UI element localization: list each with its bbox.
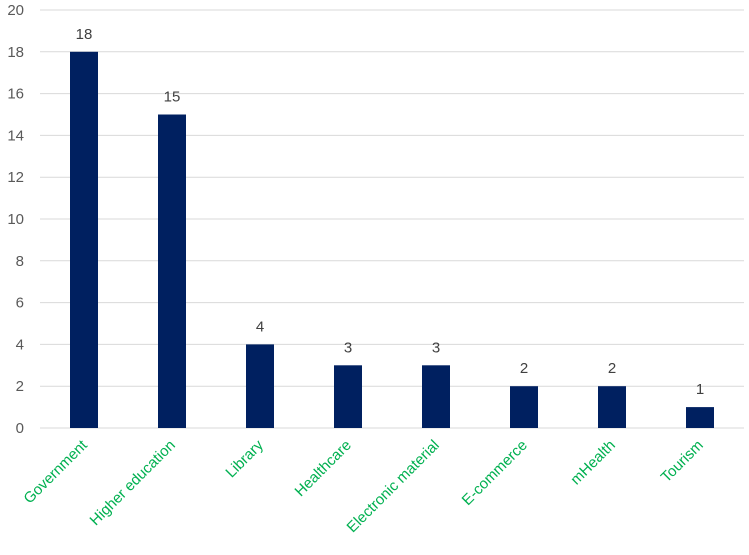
data-labels: 18 15 4 3 3 2 2 1	[76, 26, 705, 398]
category-label: Higher education	[87, 437, 179, 529]
y-tick-label: 8	[16, 253, 24, 270]
y-tick-label: 10	[7, 211, 24, 228]
y-tick-label: 12	[7, 169, 24, 186]
y-tick-label: 4	[16, 336, 24, 353]
data-label: 15	[164, 89, 181, 106]
data-label: 3	[432, 339, 440, 356]
category-label: Healthcare	[292, 437, 355, 500]
y-tick-label: 16	[7, 86, 24, 103]
category-label: Tourism	[658, 437, 707, 486]
y-tick-label: 20	[7, 2, 24, 19]
bar	[246, 344, 274, 428]
data-label: 1	[696, 381, 704, 398]
bar	[158, 114, 186, 428]
y-tick-label: 14	[7, 127, 24, 144]
y-tick-label: 2	[16, 378, 24, 395]
category-label: Government	[20, 436, 91, 507]
y-axis-ticks: 0 2 4 6 8 10 12 14 16 18 20	[7, 2, 24, 437]
bar	[686, 407, 714, 428]
category-label: E-commerce	[459, 437, 531, 509]
y-tick-label: 18	[7, 44, 24, 61]
category-label: mHealth	[567, 437, 619, 489]
data-label: 4	[256, 318, 264, 335]
data-label: 2	[608, 360, 616, 377]
category-label: Electronic material	[344, 437, 443, 536]
gridlines	[40, 9, 744, 429]
category-label: Library	[222, 436, 267, 481]
bar	[422, 365, 450, 428]
data-label: 3	[344, 339, 352, 356]
bar	[510, 386, 538, 428]
bar	[70, 51, 98, 429]
y-tick-label: 6	[16, 295, 24, 312]
bar	[598, 386, 626, 428]
data-label: 2	[520, 360, 528, 377]
data-label: 18	[76, 26, 93, 43]
bar	[334, 365, 362, 428]
y-tick-label: 0	[16, 420, 24, 437]
bars	[70, 51, 714, 429]
